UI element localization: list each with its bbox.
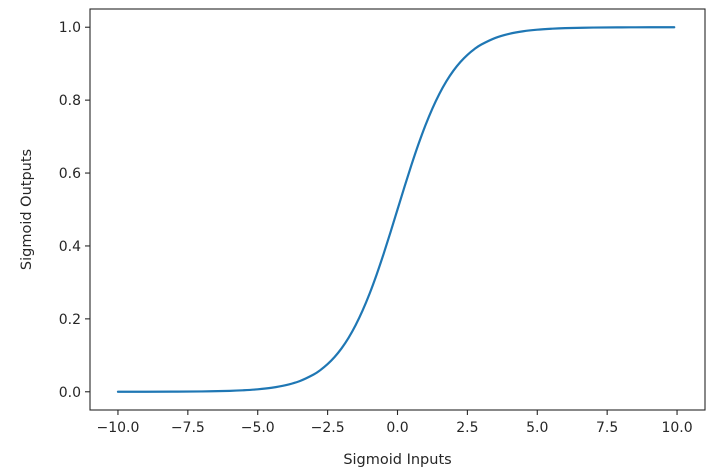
x-tick-label: −10.0 bbox=[97, 420, 140, 436]
plot-frame bbox=[89, 8, 706, 411]
y-tick-label: 0.8 bbox=[59, 93, 81, 109]
x-tick-label: −2.5 bbox=[311, 420, 345, 436]
y-tick-label: 0.0 bbox=[59, 385, 81, 401]
x-tick-label: 0.0 bbox=[386, 420, 408, 436]
x-tick-label: 10.0 bbox=[661, 420, 692, 436]
y-tick-label: 0.2 bbox=[59, 312, 81, 328]
x-axis-label: Sigmoid Inputs bbox=[343, 452, 451, 468]
x-tick-label: 7.5 bbox=[596, 420, 618, 436]
x-tick-label: 5.0 bbox=[526, 420, 548, 436]
y-axis-ticks: 0.0 0.2 0.4 0.6 0.8 1.0 bbox=[59, 20, 90, 401]
x-tick-label: −5.0 bbox=[241, 420, 275, 436]
y-tick-label: 1.0 bbox=[59, 20, 81, 36]
x-axis-ticks: −10.0 −7.5 −5.0 −2.5 0.0 2.5 5.0 7.5 10.0 bbox=[97, 410, 693, 436]
x-tick-label: 2.5 bbox=[456, 420, 478, 436]
y-tick-label: 0.6 bbox=[59, 166, 81, 182]
x-tick-label: −7.5 bbox=[171, 420, 205, 436]
y-axis-label: Sigmoid Outputs bbox=[19, 149, 35, 270]
sigmoid-curve-line bbox=[116, 26, 676, 393]
y-tick-label: 0.4 bbox=[59, 239, 81, 255]
